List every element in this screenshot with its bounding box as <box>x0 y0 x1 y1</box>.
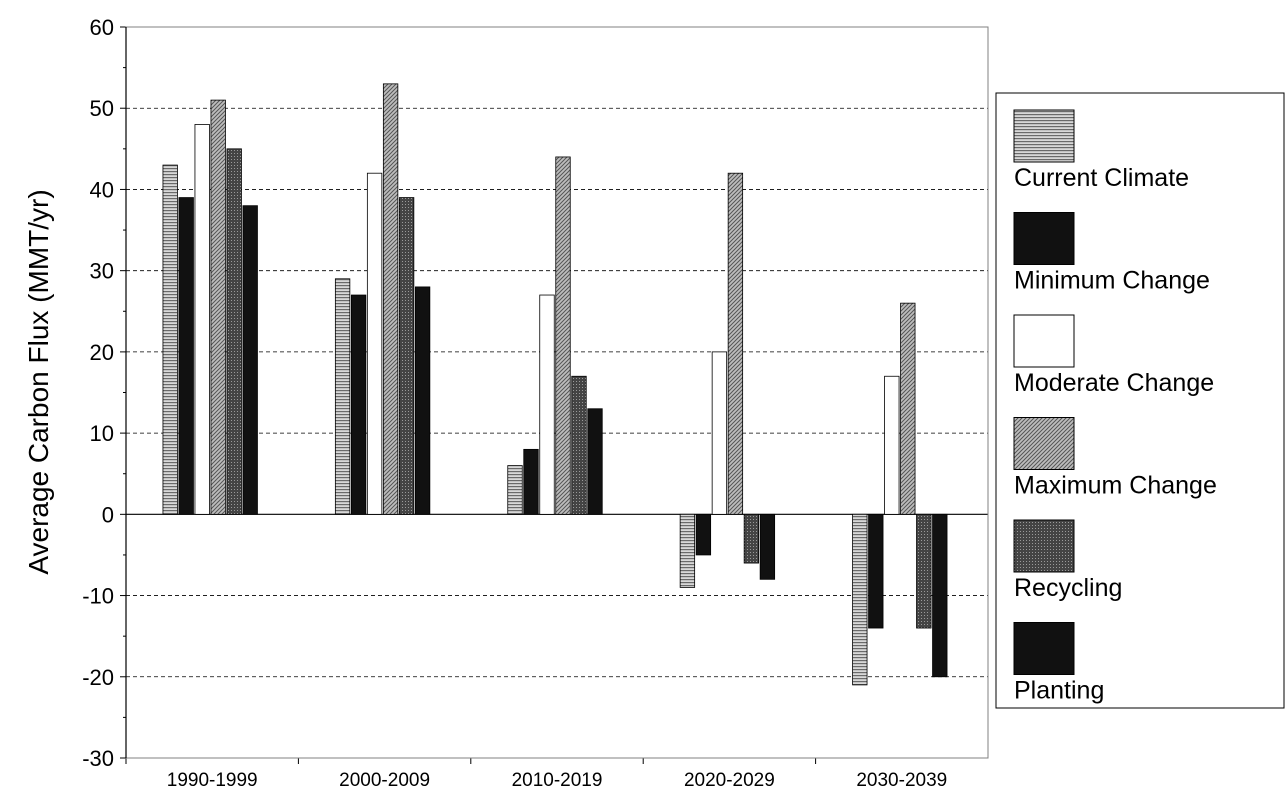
bar-minimum-change <box>695 513 712 556</box>
bar-planting <box>587 408 603 515</box>
bars <box>162 83 948 686</box>
legend-swatch <box>1013 212 1075 265</box>
y-tick-label: 40 <box>90 177 114 202</box>
bar-current-climate <box>852 513 868 686</box>
y-tick-label: -20 <box>82 665 114 690</box>
bar-recycling <box>571 375 587 515</box>
bar-current-climate <box>162 164 178 515</box>
bar-recycling <box>916 513 932 629</box>
bar-moderate-change <box>194 124 210 515</box>
bar-maximum-change <box>210 99 226 515</box>
y-tick-label: -30 <box>82 746 114 771</box>
bar-maximum-change <box>900 302 916 515</box>
legend-label: Maximum Change <box>1014 472 1217 500</box>
y-tick-label: 30 <box>90 259 114 284</box>
legend-label: Planting <box>1014 677 1104 705</box>
bar-planting <box>759 513 776 580</box>
bar-current-climate <box>507 465 523 515</box>
bar-planting <box>242 205 258 515</box>
bar-maximum-change <box>555 156 571 515</box>
bar-minimum-change <box>523 448 539 515</box>
legend-swatch <box>1013 519 1075 573</box>
bar-current-climate <box>679 513 696 588</box>
bar-current-climate <box>334 278 351 515</box>
x-category-label: 1990-1999 <box>167 770 258 791</box>
bar-maximum-change <box>727 172 744 515</box>
x-axis-category-labels: 1990-1999 2000-2009 2010-2019 2020-2029 2030… <box>125 758 947 791</box>
x-category-label: 2020-2029 <box>684 770 775 791</box>
legend-label: Current Climate <box>1014 164 1189 192</box>
y-axis-label: Average Carbon Flux (MMT/yr) <box>23 189 54 574</box>
legend-swatch <box>1013 417 1075 470</box>
bar-moderate-change <box>366 172 383 515</box>
x-category-label: 2030-2039 <box>856 770 947 791</box>
legend-box <box>995 92 1285 709</box>
legend-label: Moderate Change <box>1014 369 1214 397</box>
bar-recycling <box>743 513 760 564</box>
bar-moderate-change <box>884 375 900 515</box>
x-category-label: 2010-2019 <box>512 770 603 791</box>
x-category-label: 2000-2009 <box>339 770 430 791</box>
bar-recycling <box>398 197 415 515</box>
legend-label: Recycling <box>1014 574 1122 602</box>
bar-minimum-change <box>178 197 194 515</box>
y-tick-label: 50 <box>90 96 114 121</box>
y-tick-label: 20 <box>90 340 114 365</box>
bar-planting <box>932 513 948 678</box>
bar-moderate-change <box>539 294 555 515</box>
y-tick-label: -10 <box>82 584 114 609</box>
legend-swatch <box>1013 622 1075 675</box>
bar-moderate-change <box>711 351 728 515</box>
legend: Current Climate Minimum Change Moderate Ch… <box>995 92 1285 709</box>
bar-minimum-change <box>868 513 884 629</box>
bar-planting <box>414 286 431 515</box>
y-axis-ticks: -30 -20 -10 0 10 20 30 40 50 60 <box>82 15 126 771</box>
bar-recycling <box>226 148 242 515</box>
y-tick-label: 0 <box>102 502 114 527</box>
legend-swatch <box>1013 109 1075 163</box>
legend-swatch <box>1013 314 1075 368</box>
y-axis-title: Average Carbon Flux (MMT/yr) <box>23 189 54 574</box>
legend-label: Minimum Change <box>1014 267 1210 295</box>
plot-frame <box>125 26 989 759</box>
bar-minimum-change <box>350 294 367 515</box>
y-tick-label: 10 <box>90 421 114 446</box>
y-tick-label: 60 <box>90 15 114 40</box>
bar-maximum-change <box>382 83 399 515</box>
